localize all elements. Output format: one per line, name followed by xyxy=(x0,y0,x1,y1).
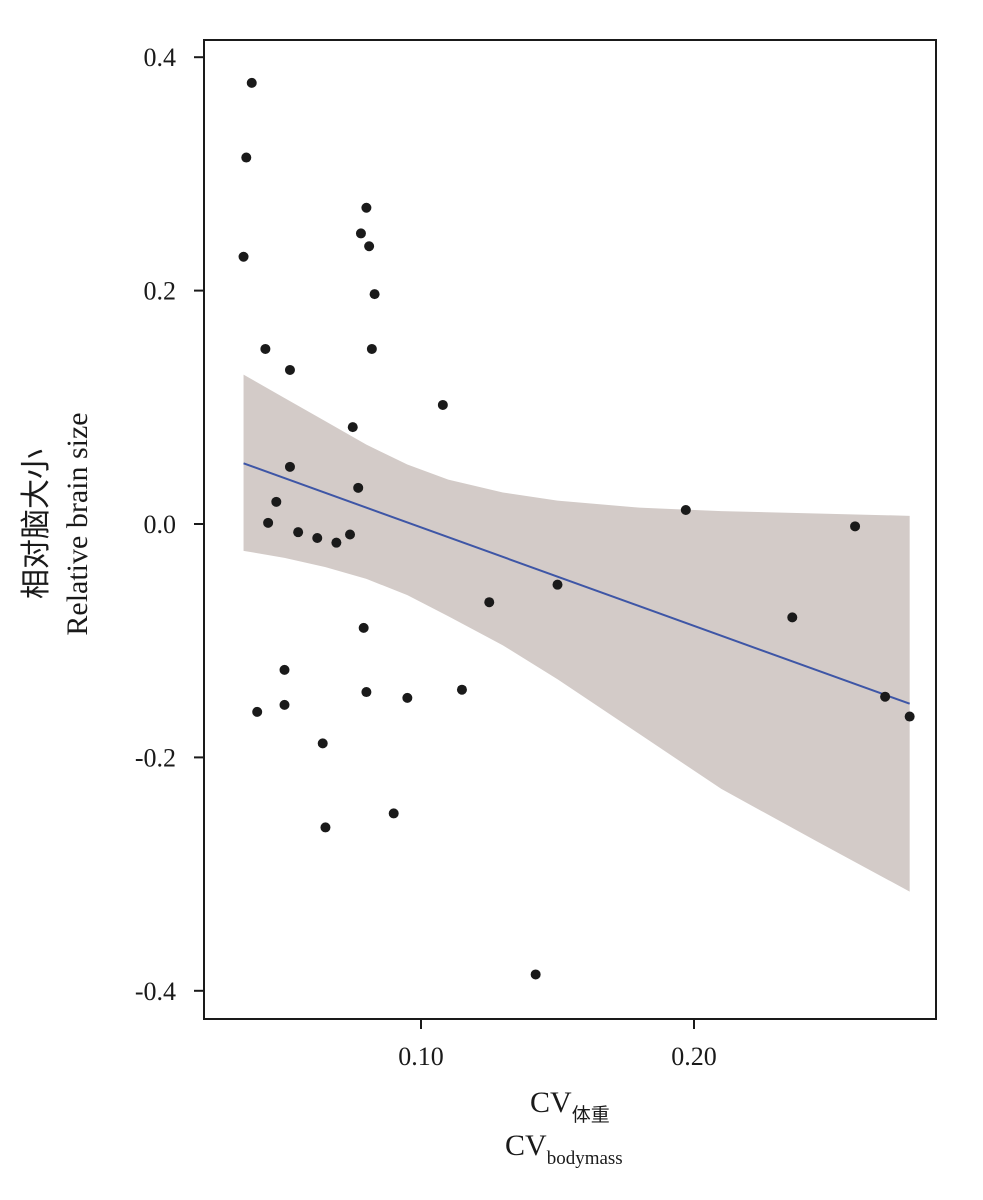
data-point-33 xyxy=(530,969,541,980)
data-point-11 xyxy=(331,537,342,548)
data-point-32 xyxy=(552,579,563,590)
x-axis-title-cn: CV体重 xyxy=(530,1086,610,1126)
data-point-36 xyxy=(850,521,861,532)
y-tick-label-4: -0.2 xyxy=(135,743,176,772)
data-point-6 xyxy=(284,461,295,472)
data-point-26 xyxy=(252,706,263,717)
y-tick-label-5: -0.4 xyxy=(135,977,176,1006)
confidence-band-layer xyxy=(243,374,910,892)
data-point-18 xyxy=(369,289,380,300)
confidence-band xyxy=(243,374,910,892)
x-axis-title-main-en: CV xyxy=(505,1129,547,1162)
data-point-17 xyxy=(364,241,375,252)
data-point-9 xyxy=(293,527,304,538)
data-point-24 xyxy=(279,664,290,675)
data-point-34 xyxy=(680,504,691,515)
data-point-12 xyxy=(345,529,356,540)
x-axis-title-en: CVbodymass xyxy=(505,1129,623,1169)
data-point-10 xyxy=(312,533,323,544)
data-point-37 xyxy=(880,691,891,702)
data-point-23 xyxy=(402,692,413,703)
data-point-15 xyxy=(355,228,366,239)
data-point-7 xyxy=(271,496,282,507)
data-point-25 xyxy=(279,699,290,710)
x-tick-label-1: 0.10 xyxy=(398,1042,444,1071)
data-point-27 xyxy=(317,738,328,749)
regression-line xyxy=(243,462,911,705)
data-point-20 xyxy=(437,399,448,410)
data-point-22 xyxy=(361,687,372,698)
data-point-21 xyxy=(358,622,369,633)
x-axis-title-main: CV xyxy=(530,1086,572,1119)
data-point-29 xyxy=(388,808,399,819)
data-point-13 xyxy=(347,422,358,433)
data-point-31 xyxy=(484,597,495,608)
x-axis-title-sub-cn: 体重 xyxy=(572,1104,610,1126)
data-points-layer xyxy=(238,77,915,980)
data-point-28 xyxy=(320,822,331,833)
y-tick-label-2: 0.2 xyxy=(144,277,177,306)
x-axis-title-sub-en: bodymass xyxy=(547,1148,623,1169)
data-point-3 xyxy=(238,251,249,262)
y-tick-label-1: 0.4 xyxy=(144,43,177,72)
y-axis-title-en: Relative brain size xyxy=(61,412,94,635)
fit-line-layer xyxy=(243,462,911,705)
data-point-38 xyxy=(904,711,915,722)
data-point-4 xyxy=(260,343,271,354)
plot-frame xyxy=(203,39,937,1020)
data-point-16 xyxy=(361,202,372,213)
data-point-35 xyxy=(787,612,798,623)
x-axis-ticks: 0.10 0.20 xyxy=(398,1019,717,1071)
y-tick-label-3: 0.0 xyxy=(144,510,177,539)
x-tick-label-2: 0.20 xyxy=(671,1042,717,1071)
y-axis-ticks: 0.4 0.2 0.0 -0.2 -0.4 xyxy=(135,43,204,1006)
data-point-5 xyxy=(284,364,295,375)
data-point-1 xyxy=(246,77,257,88)
data-point-30 xyxy=(456,684,467,695)
data-point-14 xyxy=(353,482,364,493)
data-point-19 xyxy=(366,343,377,354)
data-point-2 xyxy=(241,152,252,163)
data-point-8 xyxy=(263,517,274,528)
y-axis-title-cn: 相对脑大小 xyxy=(20,449,53,599)
